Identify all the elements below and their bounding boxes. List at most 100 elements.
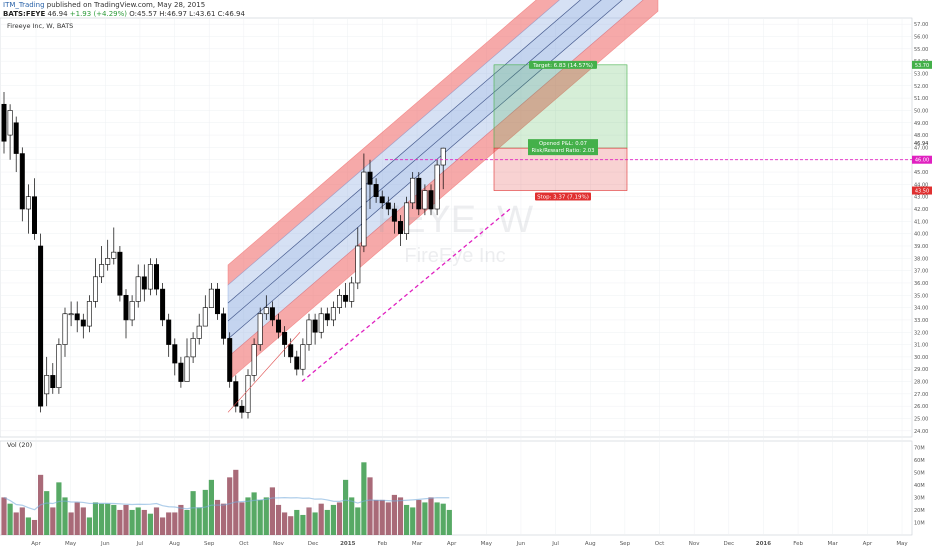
volume-bar bbox=[99, 503, 105, 535]
time-tick-label: Jul bbox=[551, 541, 559, 547]
price-tick-label: 34.00 bbox=[914, 306, 928, 312]
candle-body bbox=[416, 177, 422, 210]
channel-anchor-line bbox=[227, 332, 301, 413]
target-price-tag-bg bbox=[912, 60, 932, 69]
time-tick-label: Dec bbox=[308, 541, 319, 547]
volume-bar bbox=[300, 514, 306, 535]
volume-bar bbox=[391, 494, 397, 535]
volume-bar bbox=[434, 502, 440, 535]
stop-label: Stop: 3.37 (7.19%) bbox=[537, 195, 589, 201]
price-tick-label: 53.00 bbox=[914, 71, 928, 77]
candle-body bbox=[239, 405, 245, 413]
candle-body bbox=[31, 196, 37, 234]
publish-line: ITM_Trading published on TradingView.com… bbox=[3, 1, 205, 9]
volume-bar bbox=[129, 509, 135, 535]
volume-bar bbox=[306, 507, 312, 535]
candle-body bbox=[184, 356, 190, 382]
stop-price-tag-bg bbox=[912, 186, 932, 195]
candle-body bbox=[300, 344, 306, 370]
volume-bar bbox=[367, 477, 373, 535]
time-tick-label: 2015 bbox=[340, 541, 355, 547]
volume-bar bbox=[263, 497, 269, 535]
time-tick-label: Oct bbox=[239, 541, 249, 547]
volume-bar bbox=[446, 509, 452, 535]
target-price-tag: 53.70 bbox=[915, 63, 929, 69]
candle-body bbox=[202, 307, 208, 327]
price-tick-label: 45.00 bbox=[914, 170, 928, 176]
volume-bar bbox=[275, 504, 282, 535]
price-tick-label: 28.00 bbox=[914, 380, 928, 386]
candle-body bbox=[385, 202, 391, 210]
volume-bar bbox=[294, 509, 300, 535]
volume-bar bbox=[68, 512, 74, 535]
candle-body bbox=[434, 164, 440, 210]
candle-body bbox=[282, 331, 288, 345]
price-tick-label: 26.00 bbox=[914, 404, 928, 410]
volume-bar bbox=[56, 482, 62, 535]
candle-body bbox=[306, 319, 312, 345]
time-tick-label: Apr bbox=[863, 541, 873, 547]
price-tick-label: 25.00 bbox=[914, 417, 928, 423]
candle-body bbox=[361, 171, 367, 247]
publisher-link[interactable]: ITM_Trading bbox=[3, 1, 45, 9]
volume-tick-label: 50M bbox=[914, 470, 925, 476]
volume-bar bbox=[416, 499, 422, 535]
volume-bar bbox=[196, 507, 202, 535]
candle-body bbox=[251, 344, 257, 376]
volume-bar bbox=[202, 489, 208, 535]
volume-bar bbox=[184, 509, 190, 535]
price-tick-label: 44.00 bbox=[914, 182, 928, 188]
volume-bar bbox=[239, 502, 245, 535]
candle-body bbox=[257, 313, 263, 345]
volume-bar bbox=[361, 462, 367, 535]
time-tick-label: Oct bbox=[655, 541, 665, 547]
price-axis[interactable]: 24.00 25.00 26.00 27.00 28.00 29.00 30.00 31.00… bbox=[912, 22, 932, 435]
time-tick-label: May bbox=[896, 541, 908, 547]
volume-bar bbox=[288, 516, 294, 535]
time-tick-label: Aug bbox=[169, 541, 180, 547]
time-tick-label: Dec bbox=[723, 541, 734, 547]
candle-body bbox=[129, 301, 135, 321]
volume-bar bbox=[92, 502, 99, 535]
support-trendline bbox=[301, 208, 511, 383]
volume-bar bbox=[13, 512, 19, 535]
candle-body bbox=[123, 294, 129, 321]
candle-body bbox=[160, 288, 166, 321]
volume-bar bbox=[349, 497, 355, 535]
candle-body bbox=[62, 313, 68, 345]
volume-bar bbox=[74, 502, 80, 535]
price-tick-label: 33.00 bbox=[914, 318, 928, 324]
candle-body bbox=[349, 282, 355, 302]
time-axis[interactable]: Apr May Jun Jul Aug Sep Oct Nov Dec 2015 Feb Mar Apr… bbox=[31, 541, 908, 547]
price-tick-label: 31.00 bbox=[914, 343, 928, 349]
volume-tick-label: 10M bbox=[914, 520, 925, 526]
volume-bar bbox=[19, 507, 25, 535]
price-tick-label: 50.00 bbox=[914, 108, 928, 114]
candle-body bbox=[38, 245, 44, 407]
price-tick-label: 40.00 bbox=[914, 232, 928, 238]
candle-body bbox=[330, 307, 336, 321]
symbol-line: BATS:FEYE 46.94 +1.93 (+4.29%) O:45.57 H… bbox=[3, 10, 245, 18]
price-tick-label: 36.00 bbox=[914, 281, 928, 287]
candle-body bbox=[294, 356, 300, 370]
candle-body bbox=[196, 325, 202, 339]
volume-bar bbox=[105, 503, 111, 535]
candle-body bbox=[422, 190, 428, 210]
time-tick-label: 2016 bbox=[756, 541, 771, 547]
candle-body bbox=[154, 264, 160, 290]
volume-bar bbox=[214, 499, 221, 535]
candle-body bbox=[263, 307, 269, 315]
volume-bar bbox=[355, 507, 361, 535]
watermark-ticker: FEYE, W bbox=[377, 199, 533, 241]
volume-bar bbox=[44, 491, 50, 535]
stop-label-bg bbox=[535, 192, 591, 201]
volume-bar bbox=[117, 509, 123, 535]
volume-bar bbox=[385, 502, 391, 535]
opened-pl-label: Opened P&L: 0.07 bbox=[539, 141, 587, 147]
volume-bar bbox=[7, 503, 13, 535]
volume-bar bbox=[324, 509, 330, 535]
candle-body bbox=[391, 208, 397, 222]
time-tick-label: Feb bbox=[378, 541, 388, 547]
candle-body bbox=[93, 276, 99, 302]
